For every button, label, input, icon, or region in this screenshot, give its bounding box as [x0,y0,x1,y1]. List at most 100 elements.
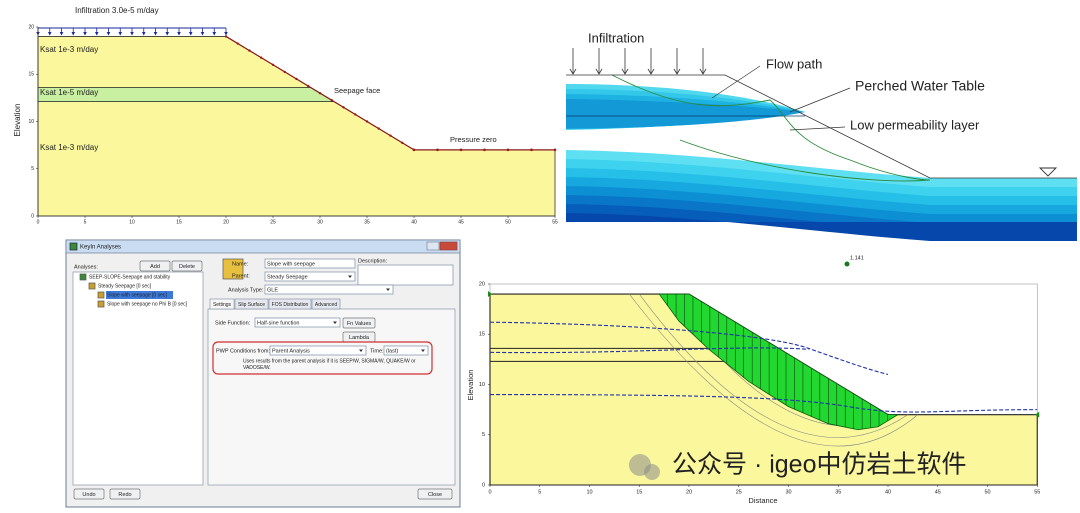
boundary-node [483,148,486,152]
tab[interactable] [268,298,312,310]
x-tick-label: 10 [129,219,135,225]
arrow-head [71,32,76,36]
arrow-head [59,32,64,36]
description-field[interactable] [357,264,454,286]
label: Flow path [766,56,822,71]
dropdown-value: Steady Seepage [267,274,308,280]
boundary-node [318,91,322,95]
x-tick-label: 30 [317,219,323,225]
dropdown-arrow [348,275,352,278]
x-tick-label: 35 [835,489,841,495]
x-tick-label: 50 [984,489,990,495]
water-table [489,321,889,375]
y-axis-label: Elevation [466,370,475,401]
x-tick-label: 45 [458,219,464,225]
arrow-head [83,32,87,36]
boundary-node [236,42,239,45]
dropdown-arrow [421,349,425,352]
y-tick-label: 15 [479,332,485,338]
arrow-head [647,68,655,75]
button[interactable] [342,317,376,329]
tree-item: Slope with seepage no Phi B [0 sec] [107,302,188,308]
x-tick-label: 45 [935,489,941,495]
arrow-head [94,32,99,36]
boundary-node [271,63,275,66]
layer-label: Ksat 1e-3 m/day [40,45,98,54]
label: Analysis Type: [228,287,264,293]
boundary-node [260,56,263,59]
trial-slip-surface [639,293,909,438]
boundary-node [248,49,251,52]
water-symbol [1038,167,1058,177]
dropdown[interactable] [269,345,367,356]
label: Infiltration [588,30,644,45]
dropdown[interactable] [383,345,429,356]
watermark: 公众号 · igeo中仿岩土软件 [672,451,966,479]
flow-path [611,74,931,181]
button[interactable] [139,260,171,272]
y-tick-label: 15 [28,72,34,78]
tab-label: Settings [213,302,232,308]
button[interactable] [417,488,453,500]
label: Name: [232,261,249,267]
field-value: Slope with seepage [267,261,315,267]
boundary-node [412,148,416,152]
boundary-node [283,70,286,74]
arrow-head [699,68,707,75]
tab-label: FOS Distribution [272,302,309,308]
y-tick-label: 5 [31,166,34,172]
text-field[interactable] [264,258,356,269]
button[interactable] [171,260,203,272]
arrow-head [188,32,193,36]
button[interactable] [73,488,105,500]
dropdown-arrow [386,288,390,291]
title-bar [65,239,461,254]
x-axis-label: Distance [748,496,777,505]
x-tick-label: 30 [785,489,791,495]
slip-mass [658,293,900,431]
tab[interactable] [209,298,235,310]
boundary-node [224,35,228,38]
arrow-head [621,68,629,75]
tree-view [72,271,204,486]
button-label: Delete [179,264,195,270]
arrow-head [224,32,228,36]
x-tick-label: 25 [736,489,742,495]
dropdown-arrow [333,321,337,324]
tab[interactable] [311,298,341,310]
arrow-head [200,32,205,36]
layer-label: Ksat 1e-5 m/day [40,88,98,97]
label: PWP Conditions from: [216,348,270,354]
tree-item: Steady Seepage [0 sec] [98,284,152,290]
dropdown[interactable] [254,317,341,328]
x-tick-label: 15 [176,219,182,225]
boundary-node [401,141,404,144]
tab-label: Advanced [315,302,337,308]
label: Perched Water Table [855,78,985,94]
x-tick-label: 0 [488,489,491,495]
tree-item: SEEP-SLOPE-Seepage and stability [89,275,171,281]
x-tick-label: 20 [223,219,229,225]
analysis-icon [222,258,244,280]
dropdown-value: (last) [386,348,398,354]
tree-item[interactable]: Slope with seepage [0 sec] [107,293,167,299]
selection[interactable] [106,291,173,299]
soil-region [37,36,556,217]
tree-icon [88,282,96,290]
dropdown[interactable] [264,271,356,282]
boundary-node [354,113,357,116]
y-tick-label: 5 [482,432,485,438]
tab[interactable] [234,298,269,310]
label: Side Function: [215,320,251,326]
boundary-node [307,84,310,88]
button[interactable] [109,488,141,500]
label: Analyses: [74,264,98,270]
label: Time: [370,348,384,354]
x-tick-label: 40 [885,489,891,495]
x-tick-label: 40 [411,219,417,225]
close-button[interactable] [439,241,458,251]
y-tick-label: 10 [28,119,34,125]
y-tick-label: 20 [479,281,485,287]
dropdown[interactable] [264,284,394,295]
help-button[interactable] [426,241,440,251]
